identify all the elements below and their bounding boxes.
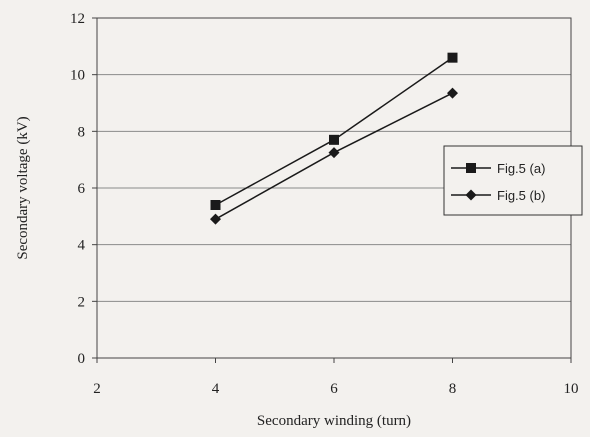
- y-tick-label: 0: [78, 351, 86, 367]
- data-point: [447, 52, 458, 63]
- y-tick-label: 4: [78, 238, 86, 254]
- x-tick-label: 4: [212, 381, 220, 397]
- data-point: [210, 200, 221, 210]
- x-tick-label: 8: [449, 381, 457, 397]
- legend: Fig.5 (a) Fig.5 (b): [443, 145, 583, 216]
- legend-box: [443, 145, 583, 216]
- x-axis-title: Secondary winding (turn): [257, 413, 411, 429]
- x-tick-label: 2: [93, 381, 101, 397]
- data-point: [328, 147, 340, 159]
- grid: [97, 74, 571, 302]
- y-tick-label: 8: [78, 124, 86, 140]
- data-point: [329, 134, 339, 145]
- y-axis-title: Secondary voltage (kV): [15, 116, 31, 259]
- legend-marker: [465, 189, 477, 201]
- y-tick-label: 12: [70, 11, 85, 27]
- data-point: [210, 213, 221, 225]
- legend-items: Fig.5 (a) Fig.5 (b): [451, 161, 545, 203]
- data-point: [447, 87, 458, 99]
- series-1: [210, 52, 458, 210]
- legend-item-1: Fig.5 (a): [451, 161, 545, 176]
- x-tick-label: 6: [330, 381, 338, 397]
- legend-label: Fig.5 (a): [497, 161, 545, 176]
- legend-item-2: Fig.5 (b): [451, 188, 545, 203]
- x-tick-label: 10: [564, 381, 579, 397]
- y-tick-label: 2: [78, 294, 86, 310]
- legend-marker: [466, 163, 476, 173]
- series-2: [210, 87, 458, 225]
- y-tick-label: 6: [78, 181, 86, 197]
- y-tick-label: 10: [70, 68, 85, 84]
- legend-label: Fig.5 (b): [497, 188, 545, 203]
- series-group: [210, 52, 458, 225]
